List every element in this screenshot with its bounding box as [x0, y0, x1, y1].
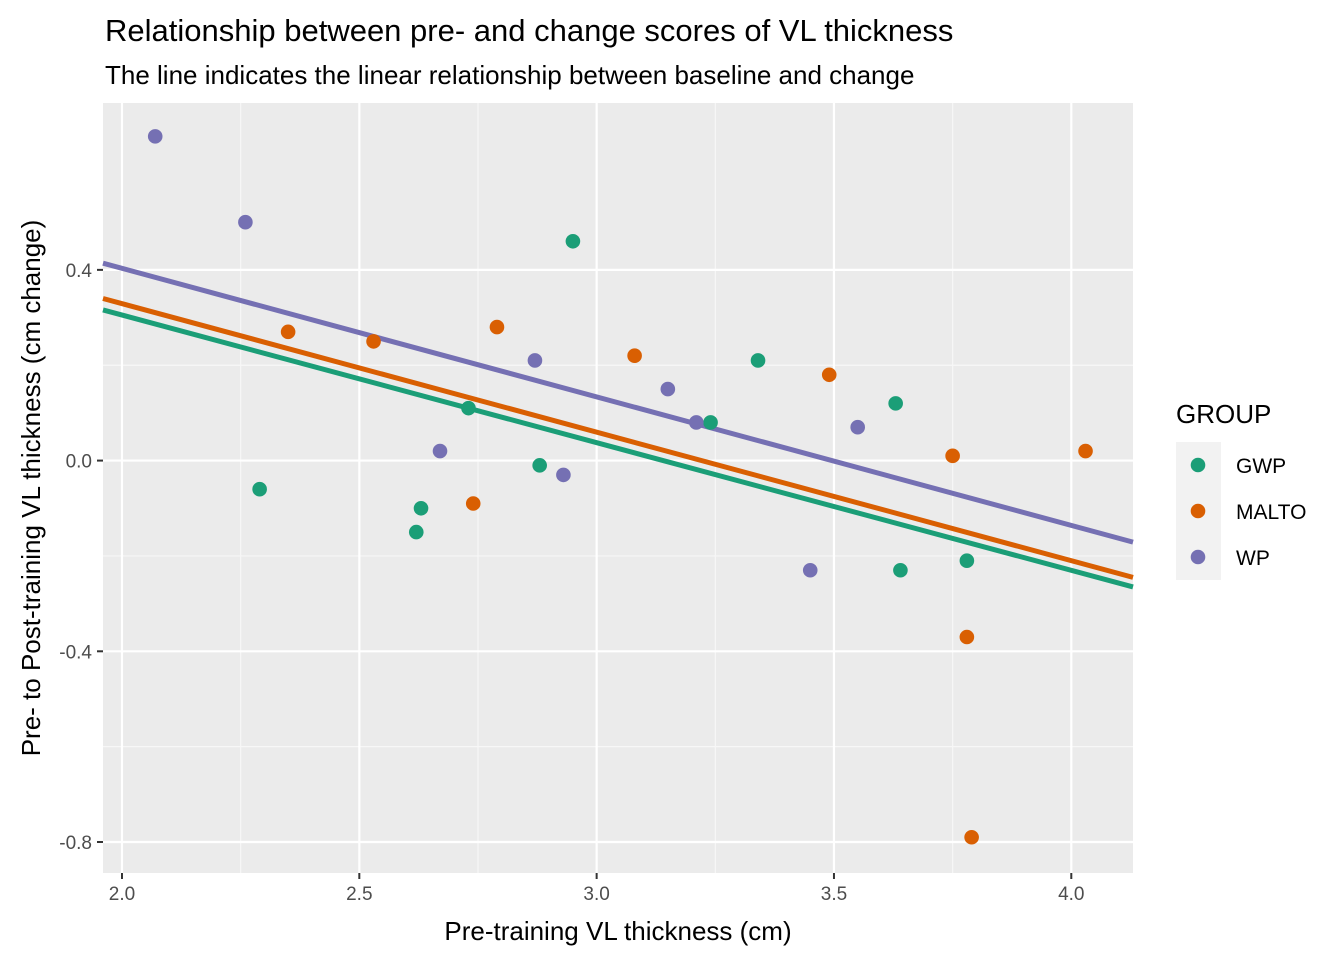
data-point-malto [945, 448, 960, 464]
data-point-gwp [413, 500, 429, 516]
x-tick-label: 3.5 [821, 884, 847, 905]
data-point-wp [802, 562, 818, 578]
legend-key-malto [1190, 503, 1206, 519]
data-point-gwp [408, 524, 424, 540]
y-axis-title: Pre- to Post-training VL thickness (cm c… [16, 220, 46, 757]
data-point-malto [821, 367, 837, 383]
y-axis: -0.8 -0.4 0.0 0.4 [59, 261, 103, 854]
data-point-malto [489, 319, 505, 335]
data-point-wp [850, 419, 866, 435]
data-point-gwp [703, 415, 718, 430]
y-tick-label: -0.8 [59, 833, 92, 854]
data-point-wp [556, 467, 571, 483]
legend: GROUP GWP MALTO WP [1176, 399, 1306, 580]
data-point-wp [689, 415, 704, 430]
data-point-malto [366, 334, 381, 349]
x-tick-label: 3.0 [583, 884, 609, 905]
data-point-wp [147, 129, 163, 144]
legend-title: GROUP [1176, 399, 1271, 429]
legend-key-gwp [1190, 457, 1206, 473]
data-point-wp [238, 214, 253, 230]
legend-label-malto: MALTO [1236, 501, 1306, 524]
fit-line-wp [102, 260, 1134, 545]
data-point-malto [964, 829, 979, 845]
data-point-wp [432, 443, 448, 459]
x-tick-label: 4.0 [1058, 884, 1084, 905]
legend-label-gwp: GWP [1236, 455, 1286, 478]
plot-panel [103, 103, 1133, 873]
data-point-gwp [252, 481, 267, 497]
chart-subtitle: The line indicates the linear relationsh… [105, 60, 914, 90]
data-point-malto [280, 324, 296, 340]
x-axis: 2.0 2.5 3.0 3.5 4.0 [109, 873, 1085, 905]
data-point-malto [627, 348, 642, 363]
fit-line-gwp [102, 307, 1134, 590]
data-point-gwp [959, 553, 975, 569]
minor-gridlines [103, 103, 1133, 873]
data-point-malto [1078, 443, 1093, 459]
y-tick-label: 0.4 [66, 261, 93, 282]
y-tick-label: -0.4 [59, 642, 92, 663]
major-gridlines [103, 103, 1133, 873]
data-point-gwp [461, 400, 476, 416]
chart-title: Relationship between pre- and change sco… [105, 13, 953, 48]
data-point-gwp [750, 353, 766, 368]
y-tick-label: 0.0 [66, 452, 92, 473]
fit-line-malto [102, 296, 1134, 580]
data-point-gwp [532, 458, 547, 473]
data-points [147, 129, 1093, 845]
legend-key-wp [1190, 549, 1206, 565]
data-point-wp [527, 353, 543, 368]
fit-lines [102, 260, 1134, 590]
data-point-malto [465, 496, 481, 511]
data-point-malto [959, 629, 975, 645]
x-axis-title: Pre-training VL thickness (cm) [444, 916, 791, 946]
data-point-gwp [565, 233, 581, 249]
data-point-wp [660, 381, 676, 397]
legend-keys: GWP MALTO WP [1176, 442, 1306, 580]
data-point-gwp [888, 396, 903, 411]
data-point-gwp [893, 562, 908, 578]
x-tick-label: 2.0 [109, 884, 135, 905]
x-tick-label: 2.5 [346, 884, 372, 905]
legend-label-wp: WP [1236, 547, 1270, 570]
